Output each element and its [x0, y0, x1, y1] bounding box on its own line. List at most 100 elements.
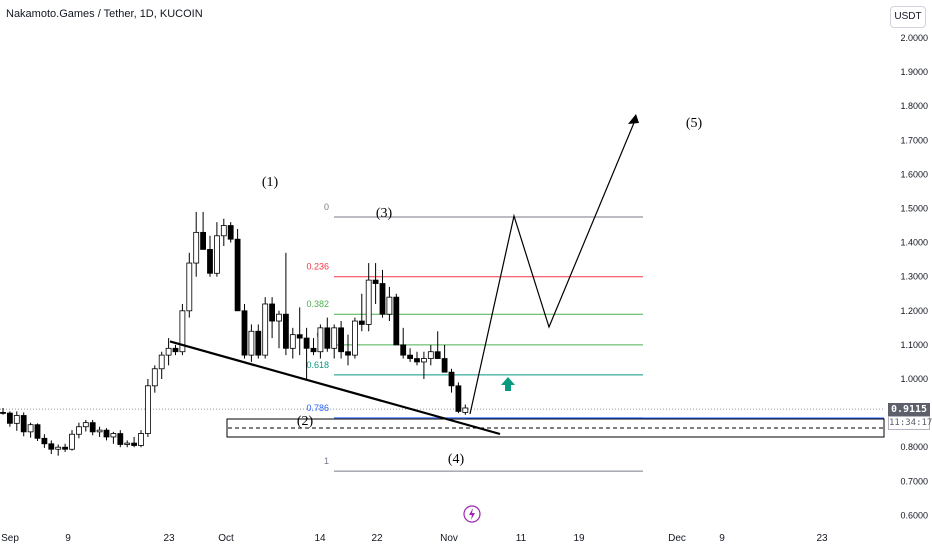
candle-body — [227, 225, 234, 240]
candles — [0, 211, 469, 456]
candle-body — [248, 330, 255, 356]
candle-body — [96, 429, 103, 433]
candle-body — [220, 225, 227, 237]
candle-body — [117, 433, 124, 445]
price-tick-label: 1.1000 — [900, 340, 928, 350]
time-tick-label: 9 — [65, 533, 71, 544]
candle-body — [7, 412, 13, 424]
candle-body — [351, 320, 358, 356]
price-tick-label: 2.0000 — [900, 33, 928, 43]
candle-body — [34, 424, 41, 439]
candle-body — [82, 422, 89, 428]
price-tick-label: 1.8000 — [900, 101, 928, 111]
lightning-icon — [463, 505, 481, 523]
price-tick-label: 1.7000 — [900, 135, 928, 145]
candle-body — [172, 347, 179, 353]
candle-body — [48, 443, 55, 450]
candle-body — [455, 385, 462, 412]
candle-body — [76, 426, 82, 435]
fib-level-label: 1 — [324, 456, 329, 466]
price-tick-label: 0.6000 — [900, 510, 928, 520]
fib-level-label: 0.618 — [306, 360, 329, 370]
currency-selector[interactable]: USDT — [890, 6, 926, 28]
candle-body — [393, 296, 400, 346]
candle-body — [62, 446, 68, 450]
candle-body — [13, 415, 20, 424]
candle-body — [89, 422, 96, 433]
candle-body — [365, 279, 372, 325]
candle-body — [289, 334, 296, 349]
candle-body — [0, 412, 6, 414]
candle-body — [179, 310, 186, 353]
bar-countdown: 11:34:17 — [888, 416, 932, 430]
up-arrow-icon — [501, 377, 515, 391]
wave-label: (4) — [448, 452, 465, 467]
wave-label: (3) — [376, 206, 393, 221]
candle-body — [262, 303, 269, 356]
time-tick-label: Dec — [668, 533, 686, 544]
candle-body — [103, 429, 110, 438]
fib-level-label: 0.236 — [306, 262, 329, 272]
candle-body — [282, 313, 289, 349]
drawings: (1) (2) (3) (4) (5) — [169, 114, 703, 523]
time-tick-label: 11 — [516, 533, 527, 544]
price-axis: 2.0000 1.9000 1.8000 1.7000 1.6000 1.5000 1.40… — [900, 33, 928, 520]
price-tick-label: 1.5000 — [900, 204, 928, 214]
time-tick-label: 19 — [573, 533, 585, 544]
price-tick-label: 1.6000 — [900, 169, 928, 179]
candle-body — [386, 296, 393, 315]
candle-body — [358, 320, 365, 325]
price-tick-label: 0.7000 — [900, 476, 928, 486]
candle-body — [200, 231, 207, 250]
candle-body — [186, 262, 193, 312]
fib-level-label: 0 — [324, 202, 329, 212]
candle-body — [131, 442, 138, 446]
candle-body — [269, 303, 276, 322]
candle-body — [55, 446, 62, 450]
candle-body — [407, 354, 414, 359]
fib-level-label: 0.786 — [306, 403, 329, 413]
price-tick-label: 0.8000 — [900, 442, 928, 452]
candle-body — [255, 330, 262, 356]
time-tick-label: 14 — [314, 533, 326, 544]
candle-body — [303, 337, 310, 349]
candle-body — [420, 358, 427, 363]
candle-body — [165, 347, 172, 356]
time-tick-label: Sep — [1, 533, 19, 544]
candle-body — [41, 437, 48, 445]
candle-body — [158, 354, 165, 370]
candle-body — [110, 433, 117, 438]
candle-body — [434, 351, 441, 359]
wave-label: (5) — [686, 116, 703, 131]
candle-body — [193, 231, 200, 264]
price-tick-label: 1.9000 — [900, 67, 928, 77]
time-tick-label: 23 — [816, 533, 828, 544]
candle-body — [27, 424, 34, 433]
price-tick-label: 1.3000 — [900, 272, 928, 282]
candle-body — [448, 371, 455, 387]
candle-body — [372, 279, 379, 284]
wave-label: (2) — [297, 414, 314, 429]
time-tick-label: 23 — [163, 533, 175, 544]
candle-body — [20, 415, 27, 433]
fib-level-label: 0.382 — [306, 299, 329, 309]
symbol-title[interactable]: Nakamoto.Games / Tether, 1D, KUCOIN — [6, 8, 203, 20]
candle-body — [207, 249, 213, 274]
candle-body — [310, 347, 317, 353]
lightning-glyph-icon — [469, 508, 475, 520]
candle-body — [441, 358, 448, 373]
projection-arrowhead — [628, 114, 639, 124]
price-tick-label: 1.0000 — [900, 374, 928, 384]
elliott-projection-path — [469, 117, 637, 415]
candle-body — [276, 313, 282, 322]
price-tick-label: 1.4000 — [900, 238, 928, 248]
candle-body — [138, 433, 144, 446]
candle-body — [324, 327, 331, 349]
candle-body — [69, 433, 75, 450]
price-tick-label: 1.2000 — [900, 306, 928, 316]
trend-line — [169, 340, 501, 436]
candle-body — [296, 334, 303, 339]
candle-body — [414, 358, 420, 363]
